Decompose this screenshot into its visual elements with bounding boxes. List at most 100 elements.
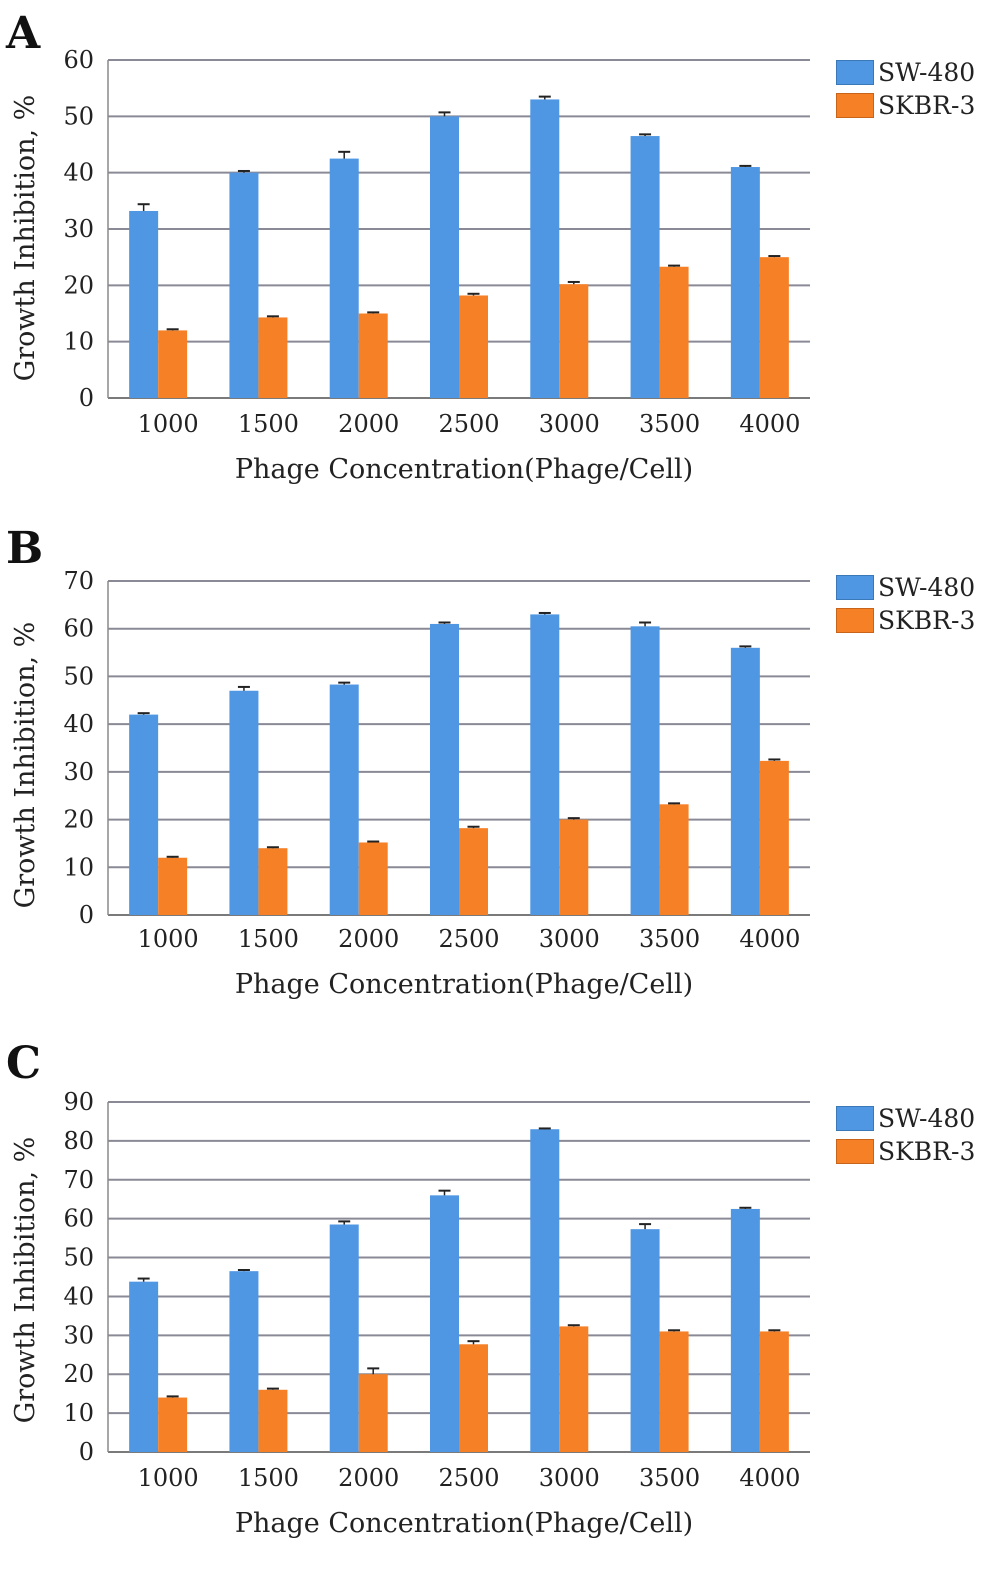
bar-skbr3	[459, 828, 488, 915]
panel-letter: B	[6, 523, 44, 574]
x-tick-label: 1000	[138, 410, 199, 438]
panel-a: A 0 10 20 30 40 50 60 1000 1500 2000 2500 3000 3500 4…	[0, 0, 1000, 510]
x-tick-label: 2500	[438, 1464, 499, 1492]
x-axis-label: Phage Concentration(Phage/Cell)	[235, 969, 693, 1000]
x-tick-label: 4000	[739, 925, 800, 953]
x-tick-label: 1000	[138, 925, 199, 953]
bar-sw480	[530, 99, 560, 398]
bar-skbr3	[759, 257, 789, 398]
x-tick-label: 4000	[739, 410, 800, 438]
legend-item-sw480: SW-480	[836, 56, 975, 89]
bar-skbr3	[659, 804, 689, 915]
bar-skbr3	[258, 1389, 288, 1452]
y-tick-label: 30	[63, 215, 94, 243]
x-tick-label: 3000	[539, 410, 600, 438]
bar-skbr3	[358, 842, 388, 915]
y-tick-label: 20	[63, 806, 94, 834]
bar-sw480	[430, 116, 459, 398]
legend-swatch-skbr3	[836, 1139, 874, 1164]
panel-c: C 0 10 20 30 40 50 60 70 80 90 1000 1500 2000 2500 300…	[0, 1030, 1000, 1582]
bar-skbr3	[459, 295, 488, 398]
bar-skbr3	[759, 1331, 789, 1452]
y-tick-label: 70	[63, 1166, 94, 1194]
y-tick-label: 30	[63, 758, 94, 786]
legend: SW-480 SKBR-3	[836, 56, 975, 122]
y-tick-label: 60	[63, 1205, 94, 1233]
y-tick-label: 50	[63, 662, 94, 690]
bar-skbr3	[659, 266, 689, 398]
bar-sw480	[329, 1224, 359, 1452]
legend-swatch-sw480	[836, 60, 874, 85]
legend-label: SKBR-3	[878, 91, 976, 120]
y-tick-label: 10	[63, 1399, 94, 1427]
x-tick-label: 1500	[238, 410, 299, 438]
y-tick-label: 10	[63, 853, 94, 881]
legend-swatch-skbr3	[836, 608, 874, 633]
y-tick-label: 40	[63, 1282, 94, 1310]
bar-sw480	[730, 647, 760, 915]
legend-swatch-sw480	[836, 1106, 874, 1131]
bar-skbr3	[358, 313, 388, 398]
y-tick-label: 30	[63, 1321, 94, 1349]
bar-skbr3	[459, 1344, 488, 1452]
bar-sw480	[530, 1129, 560, 1452]
y-tick-label: 70	[63, 567, 94, 595]
x-tick-label: 2500	[438, 925, 499, 953]
y-axis-label: Growth Inhibition, %	[10, 1137, 41, 1424]
bar-sw480	[630, 1229, 660, 1452]
bar-skbr3	[659, 1331, 689, 1452]
bar-sw480	[129, 714, 159, 915]
bar-sw480	[129, 210, 159, 398]
legend: SW-480 SKBR-3	[836, 1102, 975, 1168]
legend-item-skbr3: SKBR-3	[836, 604, 975, 637]
chart-a: 0 10 20 30 40 50 60 1000 1500 2000 2500 3000 3500 400…	[10, 46, 810, 485]
bar-skbr3	[358, 1374, 388, 1452]
y-tick-label: 10	[63, 328, 94, 356]
y-tick-label: 40	[63, 159, 94, 187]
x-tick-label: 3500	[639, 1464, 700, 1492]
x-tick-label: 2000	[338, 410, 399, 438]
bar-sw480	[630, 626, 660, 915]
y-tick-label: 0	[79, 901, 94, 929]
legend-label: SW-480	[878, 573, 976, 602]
bar-sw480	[530, 614, 560, 915]
bar-sw480	[229, 1271, 259, 1452]
bar-skbr3	[258, 848, 288, 915]
legend-swatch-skbr3	[836, 93, 874, 118]
legend-item-skbr3: SKBR-3	[836, 89, 975, 122]
bar-skbr3	[158, 857, 188, 915]
bar-sw480	[129, 1281, 159, 1452]
bar-sw480	[229, 172, 259, 398]
panel-letter: A	[6, 8, 41, 59]
x-tick-label: 4000	[739, 1464, 800, 1492]
bar-skbr3	[559, 819, 589, 915]
chart-c: 0 10 20 30 40 50 60 70 80 90 1000 1500 2000 2500 3000 3…	[10, 1088, 810, 1539]
y-axis-label: Growth Inhibition, %	[10, 622, 41, 909]
panel-letter: C	[6, 1038, 42, 1089]
legend-item-sw480: SW-480	[836, 571, 975, 604]
x-axis-label: Phage Concentration(Phage/Cell)	[235, 454, 693, 485]
x-tick-label: 1000	[138, 1464, 199, 1492]
bar-sw480	[229, 690, 259, 915]
x-tick-label: 3500	[639, 410, 700, 438]
x-tick-label: 2500	[438, 410, 499, 438]
bar-sw480	[329, 158, 359, 398]
legend-label: SKBR-3	[878, 1137, 976, 1166]
y-tick-label: 0	[79, 1438, 94, 1466]
y-tick-label: 80	[63, 1127, 94, 1155]
x-tick-label: 1500	[238, 925, 299, 953]
y-axis-label: Growth Inhibition, %	[10, 95, 41, 382]
y-tick-label: 40	[63, 710, 94, 738]
y-tick-label: 0	[79, 384, 94, 412]
y-tick-label: 50	[63, 1244, 94, 1272]
bar-sw480	[430, 1195, 459, 1452]
legend-item-sw480: SW-480	[836, 1102, 975, 1135]
y-tick-label: 20	[63, 1360, 94, 1388]
chart-b: 0 10 20 30 40 50 60 70 1000 1500 2000 2500 3000 3500 4…	[10, 567, 810, 1000]
x-tick-label: 3500	[639, 925, 700, 953]
bar-skbr3	[158, 330, 188, 398]
bar-sw480	[329, 684, 359, 915]
legend-item-skbr3: SKBR-3	[836, 1135, 975, 1168]
x-tick-label: 3000	[539, 925, 600, 953]
y-tick-label: 60	[63, 46, 94, 74]
